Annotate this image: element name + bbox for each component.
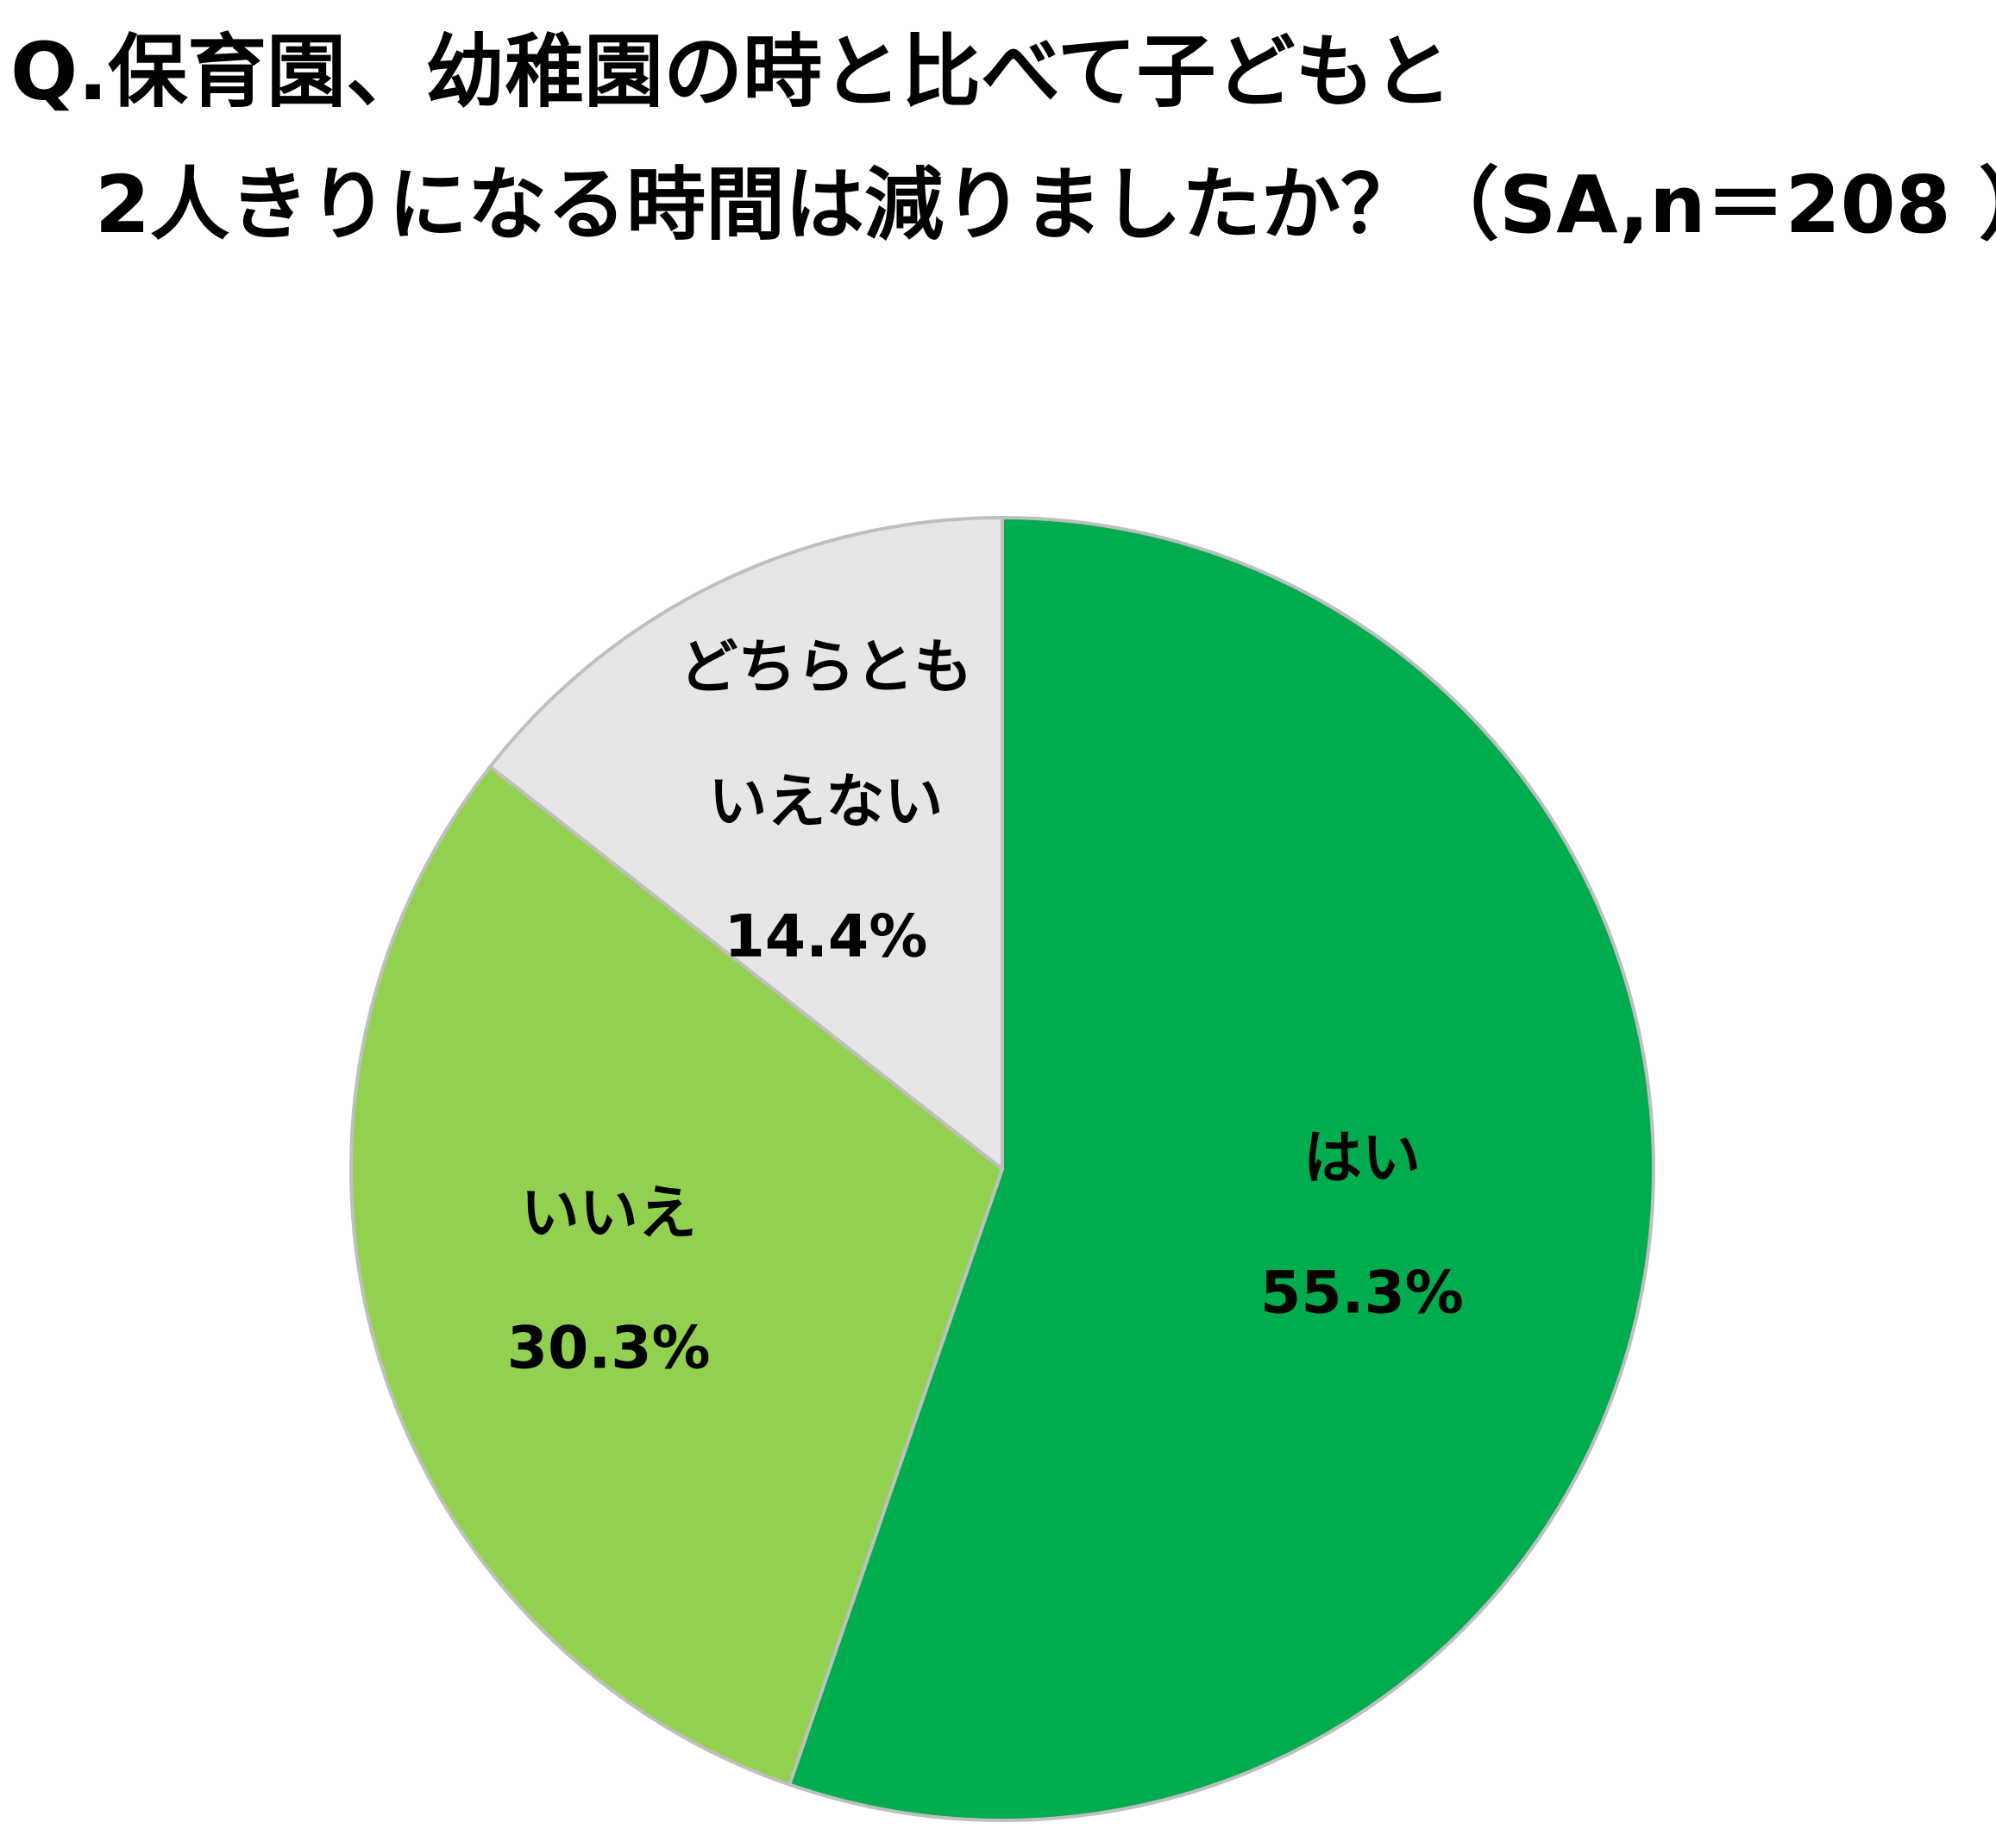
pie-slice-1: [788, 516, 1656, 1822]
pie-slice-2: [349, 764, 1004, 1787]
chart-title-line-2: 2人きりになる時間は減りましたか？（SA,n＝208 ）: [95, 159, 1996, 251]
slice-2-value-label: 30.3%: [507, 1315, 711, 1383]
pie-slices: [349, 516, 1656, 1822]
slice-3-category-label-1: どちらとも: [679, 634, 972, 702]
slice-1-category-label-1: はい: [1303, 1125, 1421, 1193]
chart-title-line-1: Q.保育園、幼稚園の時と比べて子どもと: [10, 26, 1453, 118]
pie-slice-3: [488, 516, 1004, 1171]
slice-1-value-label: 55.3%: [1260, 1260, 1464, 1328]
slice-3-category-label-2: いえない: [708, 769, 943, 837]
slice-2-category-label-1: いいえ: [521, 1180, 697, 1248]
slice-3-value-label: 14.4%: [724, 903, 927, 971]
